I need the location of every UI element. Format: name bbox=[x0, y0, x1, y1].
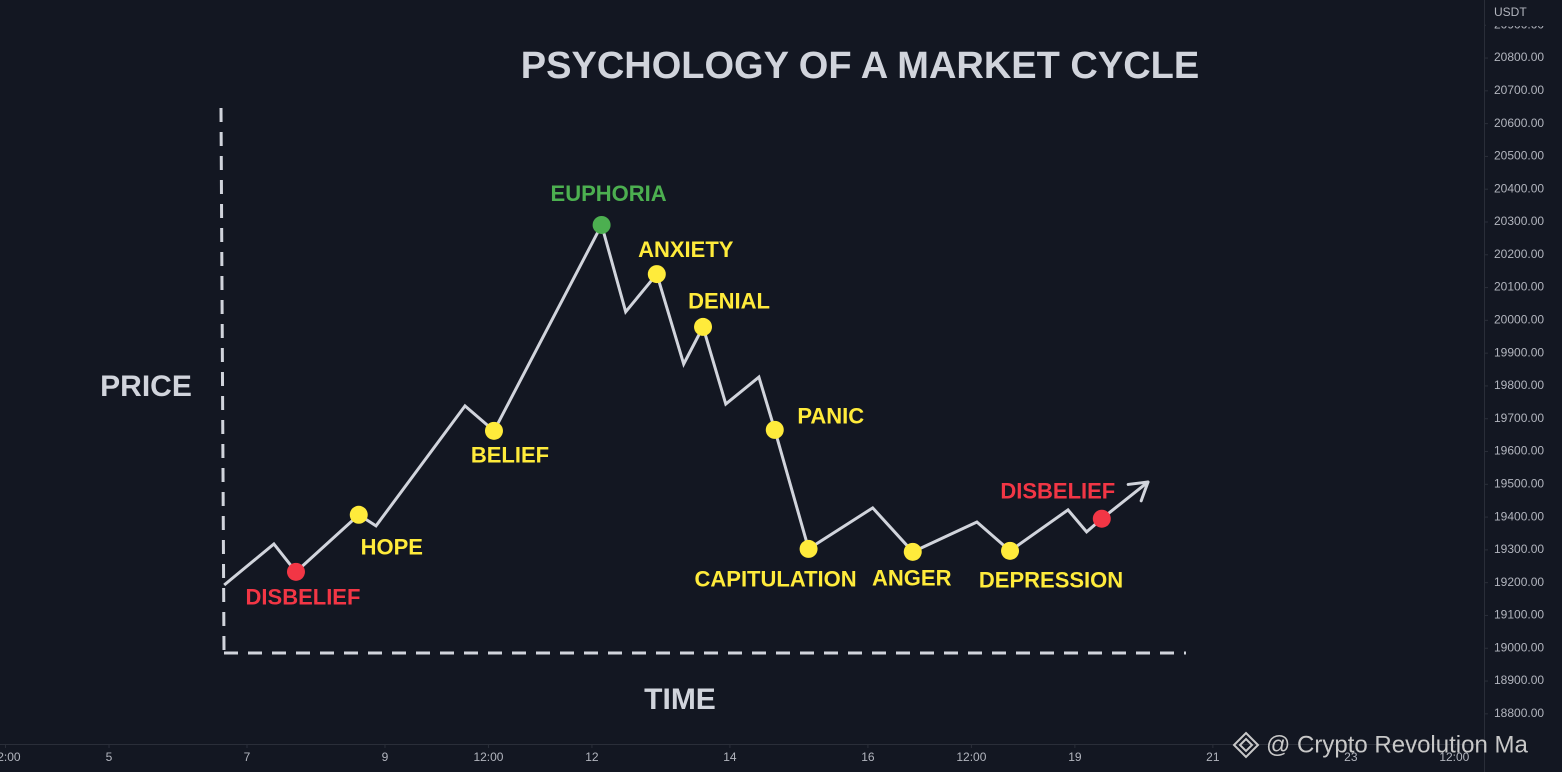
x-tick-label: 21 bbox=[1206, 750, 1220, 764]
chart-title: PSYCHOLOGY OF A MARKET CYCLE bbox=[521, 45, 1199, 87]
y-tick-label: 19700.00 bbox=[1494, 411, 1544, 425]
watermark-icon bbox=[1232, 731, 1260, 759]
y-tick-label: 19300.00 bbox=[1494, 542, 1544, 556]
cycle-point bbox=[1092, 509, 1111, 528]
unit-backdrop bbox=[1486, 0, 1562, 26]
cycle-label: ANGER bbox=[872, 566, 952, 591]
cycle-label: ANXIETY bbox=[638, 237, 734, 262]
y-tick-label: 20300.00 bbox=[1494, 214, 1544, 228]
y-tick-label: 18900.00 bbox=[1494, 673, 1544, 687]
y-tick-label: 20200.00 bbox=[1494, 247, 1544, 261]
y-tick-label: 19000.00 bbox=[1494, 640, 1544, 654]
cycle-label: EUPHORIA bbox=[551, 181, 667, 206]
x-tick-label: 12:00 bbox=[473, 750, 503, 764]
cycle-point bbox=[349, 505, 368, 524]
cycle-label: DISBELIEF bbox=[246, 585, 361, 610]
y-axis-title: PRICE bbox=[100, 370, 192, 403]
drawn-price-axis bbox=[219, 107, 226, 653]
cycle-point bbox=[1001, 541, 1020, 560]
y-tick-label: 20100.00 bbox=[1494, 280, 1544, 294]
y-tick-label: 20400.00 bbox=[1494, 181, 1544, 195]
x-tick-label: 16 bbox=[861, 750, 875, 764]
y-tick-label: 19600.00 bbox=[1494, 444, 1544, 458]
x-tick-label: 23 bbox=[1344, 750, 1358, 764]
cycle-point bbox=[484, 421, 503, 440]
y-tick-label: 20000.00 bbox=[1494, 313, 1544, 327]
price-unit: USDT bbox=[1494, 5, 1527, 19]
y-tick-label: 20700.00 bbox=[1494, 83, 1544, 97]
x-tick-label: 9 bbox=[382, 750, 389, 764]
x-tick-label: 12:00 bbox=[956, 750, 986, 764]
x-tick-label: 12:00 bbox=[0, 750, 21, 764]
y-tick-label: 19800.00 bbox=[1494, 378, 1544, 392]
x-tick-label: 7 bbox=[244, 750, 251, 764]
y-tick-label: 20500.00 bbox=[1494, 149, 1544, 163]
cycle-label: PANIC bbox=[797, 404, 864, 429]
y-tick-label: 19400.00 bbox=[1494, 509, 1544, 523]
cycle-point bbox=[592, 215, 611, 234]
x-tick-label: 12:00 bbox=[1439, 750, 1469, 764]
x-tick-label: 12 bbox=[585, 750, 599, 764]
price-line bbox=[223, 220, 1149, 587]
y-tick-label: 19900.00 bbox=[1494, 345, 1544, 359]
watermark-text: @ Crypto Revolution Ma bbox=[1266, 731, 1528, 758]
x-tick-label: 19 bbox=[1068, 750, 1082, 764]
arrow-head bbox=[1126, 480, 1150, 486]
y-tick-label: 20800.00 bbox=[1494, 50, 1544, 64]
cycle-label: BELIEF bbox=[471, 443, 549, 468]
cycle-label: DENIAL bbox=[688, 289, 770, 314]
watermark: @ Crypto Revolution Ma bbox=[1232, 731, 1528, 759]
x-axis-title: TIME bbox=[644, 683, 716, 716]
cycle-label: CAPITULATION bbox=[695, 567, 857, 592]
cycle-point bbox=[799, 539, 818, 558]
y-tick-label: 20600.00 bbox=[1494, 116, 1544, 130]
cycle-point bbox=[903, 542, 922, 561]
y-tick-label: 18800.00 bbox=[1494, 706, 1544, 720]
cycle-point bbox=[286, 562, 305, 581]
y-tick-label: 19200.00 bbox=[1494, 575, 1544, 589]
y-tick-label: 19100.00 bbox=[1494, 608, 1544, 622]
cycle-point bbox=[765, 420, 784, 439]
x-tick-label: 14 bbox=[723, 750, 737, 764]
cycle-point bbox=[694, 317, 713, 336]
cycle-point bbox=[647, 265, 666, 284]
cycle-label: DEPRESSION bbox=[979, 568, 1123, 593]
y-tick-label: 19500.00 bbox=[1494, 476, 1544, 490]
arrow-head bbox=[1139, 480, 1150, 503]
cycle-label: DISBELIEF bbox=[1000, 479, 1115, 504]
cycle-label: HOPE bbox=[361, 535, 423, 560]
x-tick-label: 5 bbox=[106, 750, 113, 764]
